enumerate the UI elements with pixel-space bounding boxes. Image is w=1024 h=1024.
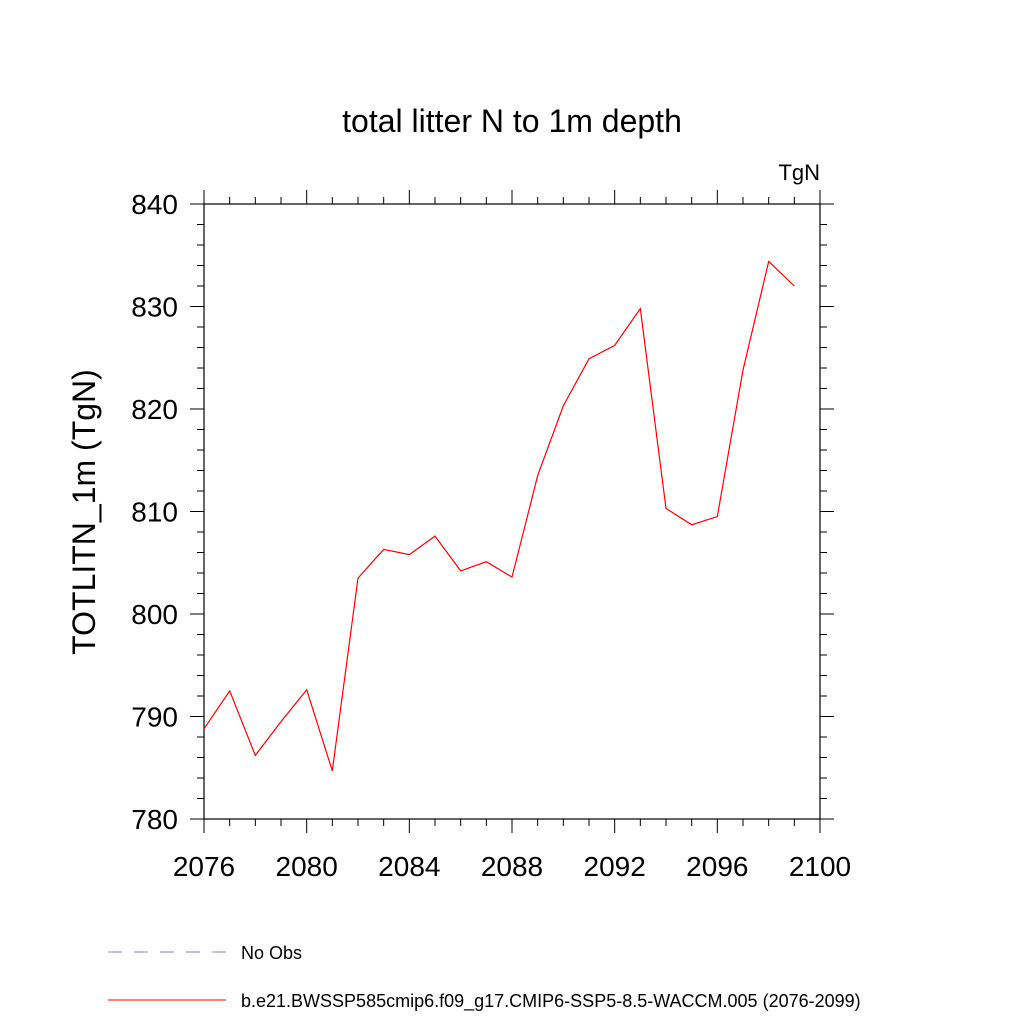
x-tick-labels: 2076 2080 2084 2088 2092 2096 2100 bbox=[173, 851, 851, 882]
y-tick-label: 820 bbox=[131, 394, 178, 425]
x-tick-label: 2084 bbox=[378, 851, 440, 882]
x-tick-label: 2076 bbox=[173, 851, 235, 882]
x-tick-label: 2080 bbox=[276, 851, 338, 882]
x-tick-label: 2096 bbox=[686, 851, 748, 882]
legend-label-1: b.e21.BWSSP585cmip6.f09_g17.CMIP6-SSP5-8… bbox=[241, 991, 861, 1012]
legend-label-0: No Obs bbox=[241, 943, 302, 963]
x-tick-label: 2092 bbox=[584, 851, 646, 882]
y-tick-label: 810 bbox=[131, 497, 178, 528]
plot-frame bbox=[203, 203, 821, 820]
axis-ticks bbox=[190, 190, 834, 833]
y-tick-label: 830 bbox=[131, 292, 178, 323]
x-tick-label: 2088 bbox=[481, 851, 543, 882]
y-axis-label: TOTLITN_1m (TgN) bbox=[66, 369, 102, 655]
series-line-1 bbox=[203, 260, 795, 771]
x-tick-label: 2100 bbox=[789, 851, 851, 882]
series-lines bbox=[203, 260, 795, 771]
y-tick-label: 840 bbox=[131, 189, 178, 220]
legend: No Obs b.e21.BWSSP585cmip6.f09_g17.CMIP6-… bbox=[108, 943, 861, 1012]
y-tick-label: 800 bbox=[131, 599, 178, 630]
chart-title: total litter N to 1m depth bbox=[342, 103, 682, 139]
y-tick-labels: 780 790 800 810 820 830 840 bbox=[131, 189, 178, 835]
units-label: TgN bbox=[778, 160, 820, 185]
y-tick-label: 790 bbox=[131, 702, 178, 733]
y-tick-label: 780 bbox=[131, 804, 178, 835]
